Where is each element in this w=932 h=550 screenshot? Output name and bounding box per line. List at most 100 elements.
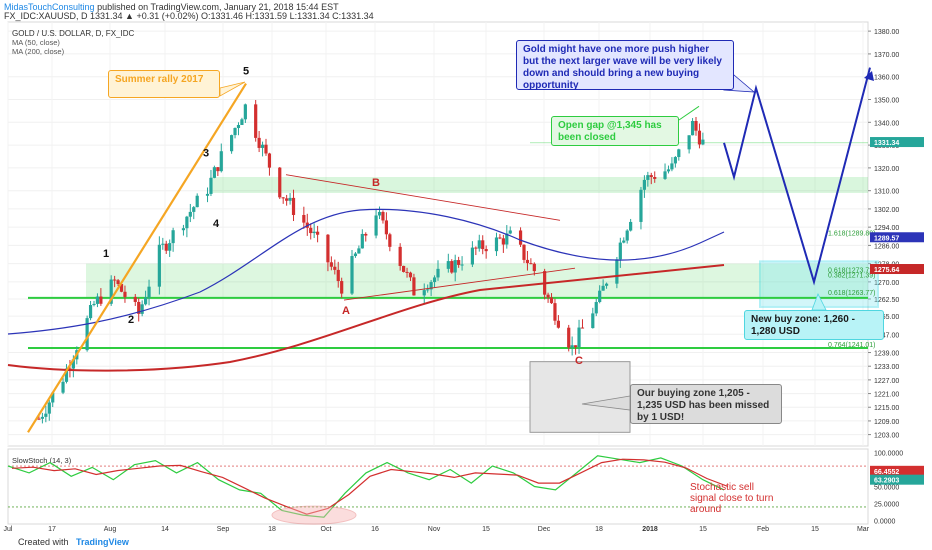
candle-body [494,237,499,252]
candle-body [140,304,144,314]
wave-label-5: 5 [243,65,249,77]
candle-body [690,120,695,136]
y-tick-label: 1209.00 [874,419,899,426]
candle-body [649,175,653,178]
candle-body [642,179,646,190]
candle-body [408,272,413,278]
candle-body [639,189,643,222]
candle-body [398,246,402,266]
candle-body [470,247,474,265]
stoch-tick-label: 25.0000 [874,502,899,509]
candle-body [701,139,705,145]
candle-body [481,240,485,250]
candle-body [278,167,282,198]
candle-body [85,318,89,351]
ma50-tag: 1289.57 [874,235,899,242]
fib-level-label: 0.382(1271.39) [828,273,875,280]
candle-body [450,261,454,273]
candle-body [412,277,416,296]
candle-body [670,163,674,170]
note-summer-rally: Summer rally 2017 [108,70,220,98]
candle-body [205,193,210,196]
candle-body [281,197,285,199]
stoch-tick-label: 100.0000 [874,450,903,457]
candle-body [64,368,69,382]
candle-body [505,233,509,245]
y-tick-label: 1262.50 [874,297,899,304]
candle-body [350,256,354,294]
candle-body [518,230,523,245]
y-tick-label: 1350.00 [874,98,899,105]
fib-level-label: 0.618(1263.77) [828,290,875,297]
triangle-lower-line [343,267,576,301]
x-tick-label: Feb [757,526,769,533]
candle-body [243,104,247,120]
stoch-k-tag-bg [870,465,924,476]
wave-label-B: B [372,177,380,189]
candle-body [209,177,213,194]
candle-body [88,305,93,319]
candle-body [422,290,426,296]
stoch-d-tag-bg [870,474,924,485]
candle-body [61,381,65,393]
x-tick-label: Jul [4,526,13,533]
candle-body [37,418,41,420]
created-with-text: Created with [18,537,69,547]
candle-body [116,280,120,284]
stoch-tick-label: 50.0000 [874,485,899,492]
candle-body [336,269,340,282]
x-tick-label: 15 [482,526,490,533]
candle-body [123,291,127,297]
candle-body [333,266,337,270]
candle-body [687,135,691,150]
candle-body [92,303,96,306]
candle-body [508,230,512,234]
candle-body [109,279,113,304]
candle-body [195,195,199,208]
candle-body [446,261,450,269]
stoch-oversold-highlight [271,505,357,525]
legend-ma200: MA (200, close) [12,47,65,56]
publisher-name[interactable]: MidasTouchConsulting [4,2,95,12]
candle-body [522,244,526,260]
y-tick-label: 1302.00 [874,207,899,214]
ma200-tag-bg [870,264,924,275]
wave-label-A: A [342,305,350,317]
publisher-line: MidasTouchConsulting published on Tradin… [4,2,339,12]
candle-body [549,297,554,304]
x-tick-label: 14 [161,526,169,533]
candle-body [374,215,378,236]
stoch-pane-frame [7,448,869,525]
stoch-k-tag: 66.4552 [874,469,899,476]
stoch-tick-label: 0.0000 [874,519,896,526]
candle-body [353,253,358,257]
buy-zone-band [86,263,868,298]
candle-body [44,413,48,417]
tradingview-logo[interactable]: TradingView [76,537,129,547]
candle-body [381,211,385,221]
y-tick-label: 1320.00 [874,166,899,173]
candle-body [360,233,364,249]
candle-body [615,259,619,284]
candle-body [574,345,578,348]
candle-body [529,263,533,265]
candle-body [137,301,141,314]
candle-body [618,242,622,260]
supply-zone [210,177,868,193]
candle-body [147,286,151,298]
candle-body [312,231,316,234]
y-tick-label: 1247.00 [874,332,899,339]
ma50-line [7,208,725,335]
candle-body [532,263,536,272]
projection-arrow-head [864,71,874,81]
candle-body [161,243,165,245]
stoch-d-line [11,458,729,515]
candle-body [525,259,530,264]
y-tick-label: 1233.00 [874,364,899,371]
candle-body [384,220,388,235]
candle-body [429,282,433,290]
candle-body [646,175,650,180]
candle-body [546,294,550,298]
y-tick-label: 1286.00 [874,243,899,250]
